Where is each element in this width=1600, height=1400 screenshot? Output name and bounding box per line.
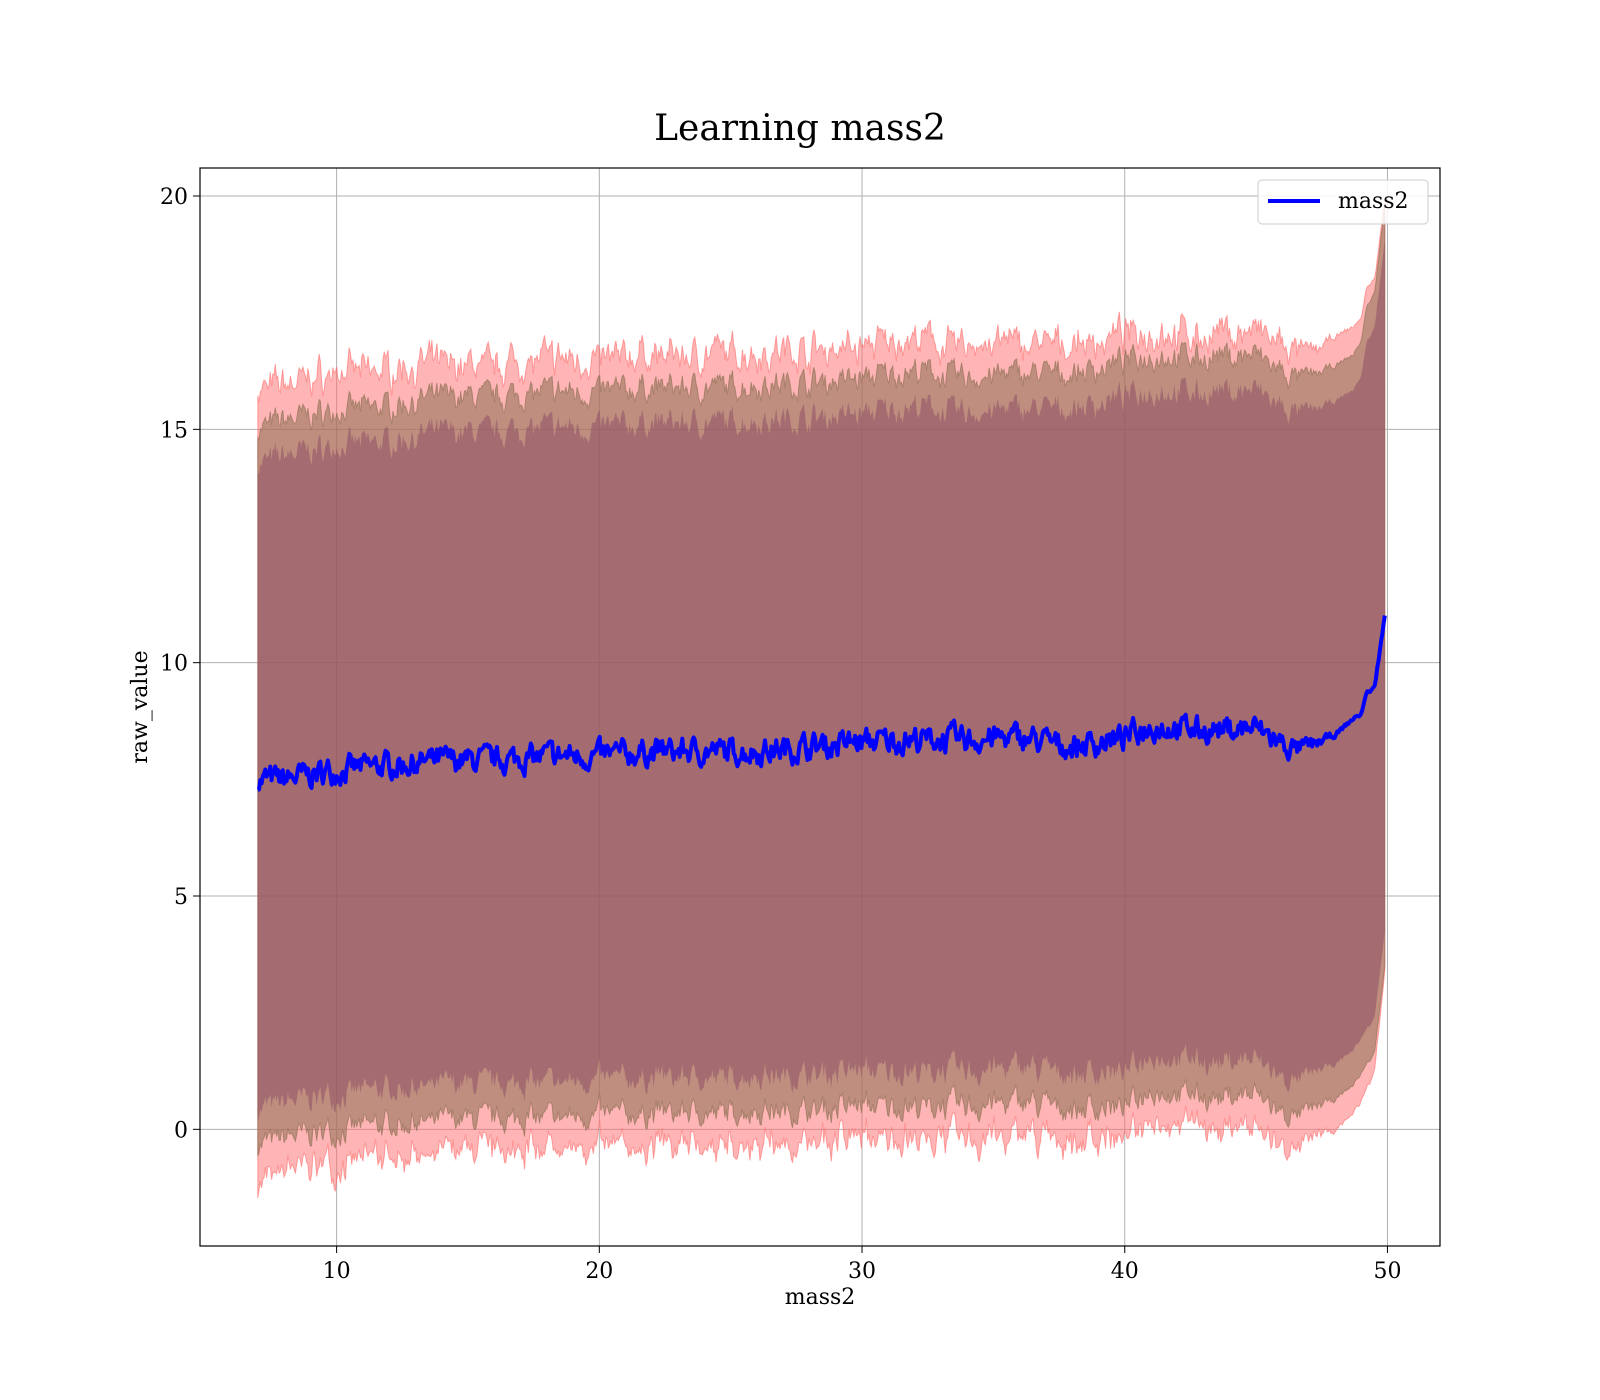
x-tick-label: 50 <box>1373 1259 1401 1284</box>
series-line-mass2 <box>257 615 1387 792</box>
y-tick-label: 10 <box>160 652 188 677</box>
y-tick-label: 0 <box>174 1118 188 1143</box>
legend-label-mass2: mass2 <box>1338 189 1409 214</box>
x-tick-label: 30 <box>848 1259 876 1284</box>
y-tick-label: 5 <box>174 885 188 910</box>
x-tick-label: 10 <box>323 1259 351 1284</box>
y-tick-label: 15 <box>160 418 188 443</box>
legend-box <box>1257 179 1429 225</box>
x-axis-label: mass2 <box>785 1285 856 1310</box>
plot-area <box>199 167 1441 1247</box>
band-inner <box>257 240 1385 1121</box>
axis-ticks: 10 20 30 40 50 0 5 10 15 20 <box>160 185 1401 1284</box>
y-axis-label: raw_value <box>128 650 153 763</box>
confidence-bands <box>257 200 1386 1199</box>
x-tick-label: 40 <box>1111 1259 1139 1284</box>
chart-title: Learning mass2 <box>654 108 946 149</box>
x-tick-label: 20 <box>585 1259 613 1284</box>
y-tick-label: 20 <box>160 185 188 210</box>
legend: mass2 <box>1257 179 1429 225</box>
series-lines <box>257 615 1387 792</box>
